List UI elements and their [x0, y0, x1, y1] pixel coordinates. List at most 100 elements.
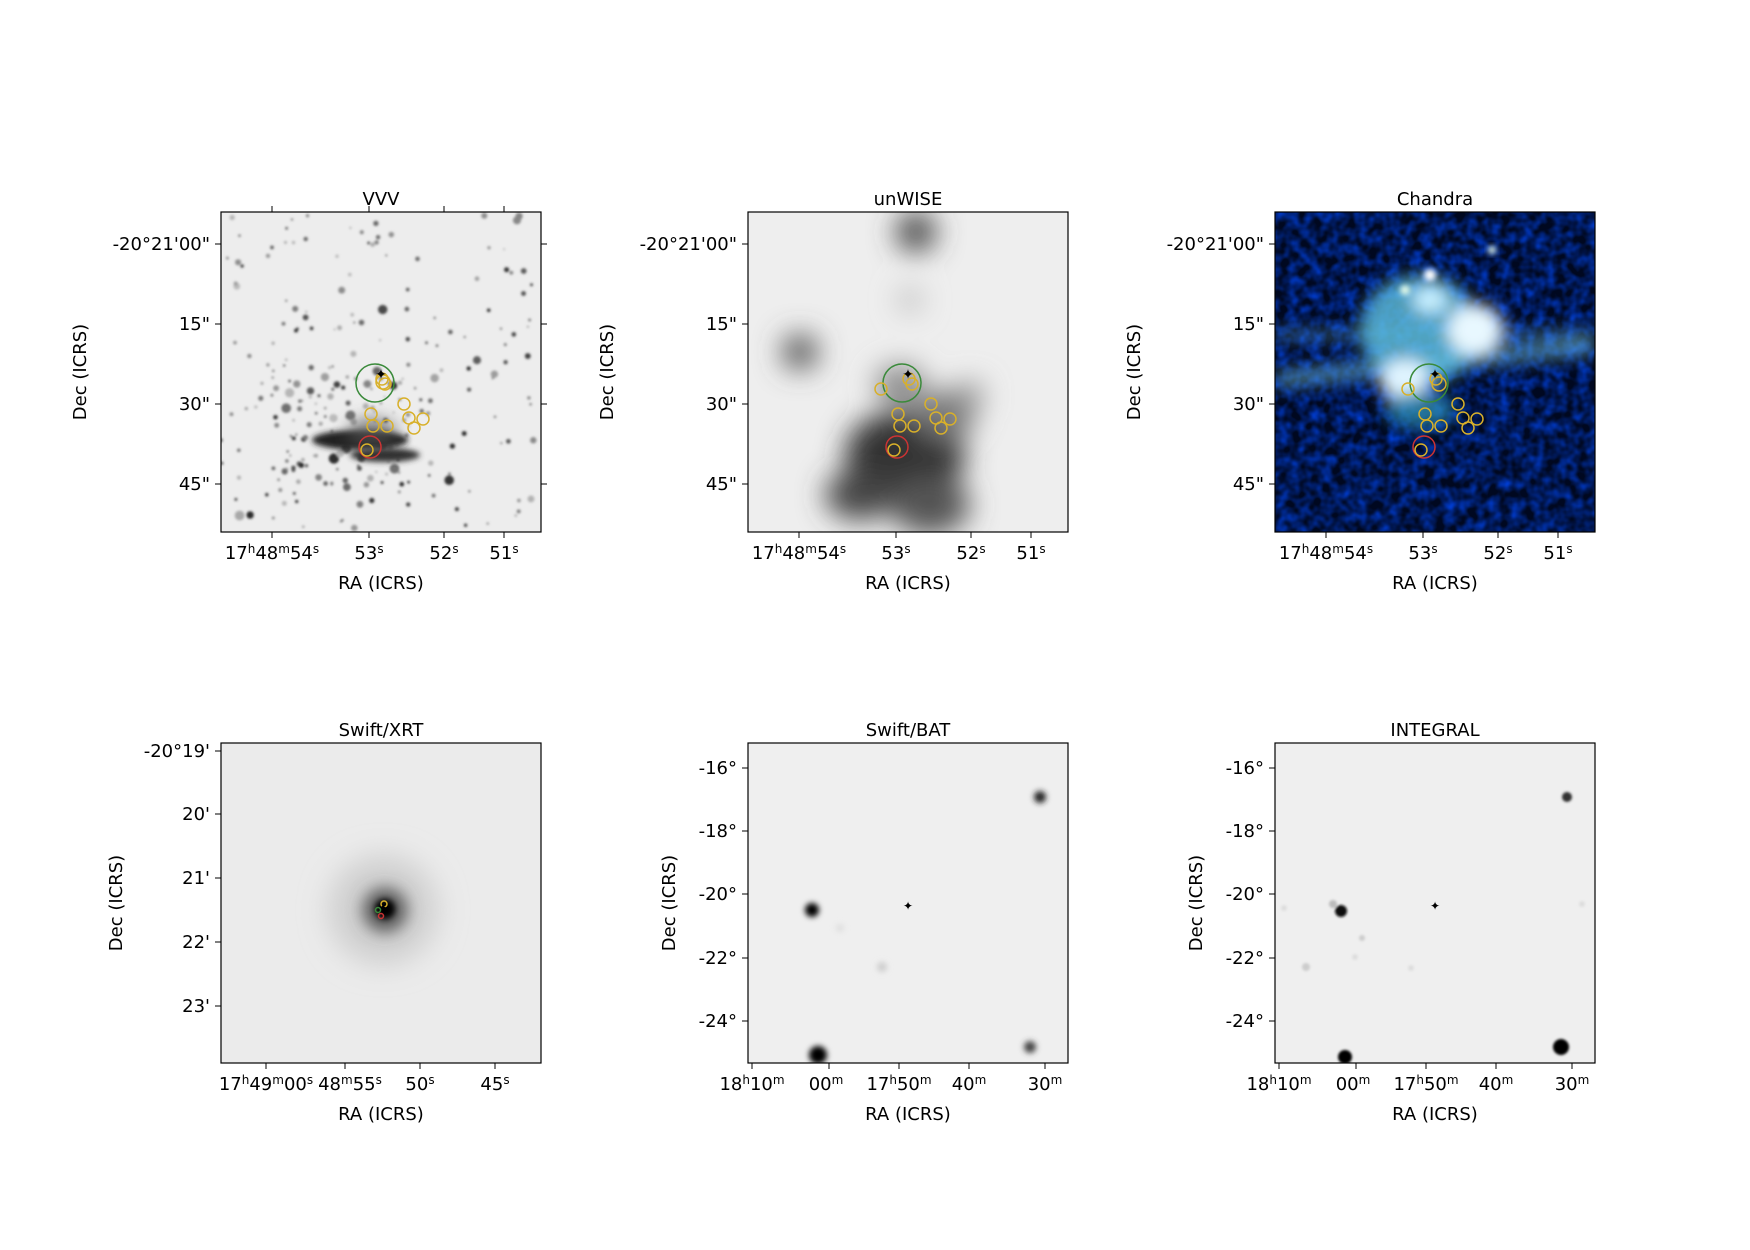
star — [406, 362, 411, 367]
y-tick-label: -24° — [1226, 1011, 1264, 1032]
star — [281, 468, 288, 475]
svg-text:50s: 50s — [405, 1073, 434, 1095]
panel-integral: INTEGRAL ✦ — [1186, 720, 1596, 1125]
panel-title: VVV — [363, 189, 401, 210]
star — [467, 387, 472, 392]
star — [468, 489, 471, 493]
y-tick-label: 20' — [182, 804, 210, 825]
star — [341, 385, 346, 390]
star — [359, 230, 364, 235]
svg-text:52s: 52s — [956, 542, 985, 564]
star — [486, 308, 491, 313]
star — [343, 483, 351, 491]
star — [439, 368, 444, 372]
y-axis-label: Dec (ICRS) — [70, 324, 91, 420]
x-axis: 17h48m54s 53s 52s 51s — [752, 532, 1046, 564]
y-tick-label: 21' — [182, 868, 210, 889]
star — [486, 522, 489, 525]
panel-title: Chandra — [1397, 189, 1473, 210]
yellow-catalog-circles — [874, 372, 957, 457]
star — [517, 498, 521, 503]
star — [298, 462, 304, 468]
star — [324, 406, 327, 410]
x-axis-label: RA (ICRS) — [338, 573, 424, 594]
source-markers: ✦ — [355, 363, 430, 459]
y-tick-label: 30" — [1233, 394, 1264, 415]
star — [428, 460, 434, 466]
star — [370, 387, 373, 391]
y-tick-label: 22' — [182, 932, 210, 953]
y-tick-label: -20°19' — [144, 741, 210, 762]
y-tick-label: -22° — [1226, 948, 1264, 969]
orange-star-marker: ✦ — [1429, 367, 1441, 383]
star — [297, 406, 303, 412]
star — [323, 481, 328, 486]
star — [314, 402, 318, 406]
star — [503, 343, 507, 347]
x-axis-label: RA (ICRS) — [1392, 573, 1478, 594]
star — [385, 254, 388, 257]
star — [238, 234, 241, 237]
star — [281, 403, 292, 414]
star — [345, 375, 349, 379]
star — [303, 236, 308, 242]
x-axis: 17h49m00s 48m55s 50s 45s — [219, 1063, 510, 1095]
svg-text:52s: 52s — [1483, 542, 1512, 564]
svg-text:51s: 51s — [1016, 542, 1045, 564]
star — [516, 509, 521, 514]
y-tick-label: -20° — [699, 884, 737, 905]
star — [265, 493, 269, 497]
star — [342, 477, 348, 484]
star — [331, 387, 335, 391]
star — [428, 398, 433, 404]
star — [335, 254, 339, 258]
star — [530, 437, 537, 444]
star — [234, 510, 245, 521]
star — [324, 415, 327, 418]
y-tick-label: 45" — [179, 474, 210, 495]
star — [258, 395, 264, 401]
star — [526, 325, 529, 328]
panel-chandra: Chandra — [1124, 189, 1596, 594]
x-axis: 18h10m 00m 17h50m 40m 30m — [719, 1063, 1062, 1095]
source-markers: ✦ — [374, 900, 388, 920]
star — [254, 405, 258, 409]
star — [454, 507, 459, 512]
svg-text:53s: 53s — [1408, 542, 1437, 564]
star — [373, 410, 376, 413]
star — [375, 235, 381, 240]
star — [247, 353, 252, 359]
star — [283, 364, 286, 367]
svg-text:48m55s: 48m55s — [318, 1073, 382, 1095]
star — [419, 398, 423, 402]
star — [337, 325, 343, 331]
star — [425, 341, 428, 345]
yellow-catalog-circles — [360, 372, 430, 457]
star — [369, 497, 375, 504]
star — [375, 470, 378, 474]
star — [490, 370, 499, 378]
star — [284, 358, 288, 362]
dark-lane — [350, 448, 420, 462]
star — [407, 480, 410, 484]
y-tick-label: -18° — [699, 821, 737, 842]
svg-text:40m: 40m — [952, 1073, 987, 1095]
star — [528, 318, 532, 322]
star — [504, 267, 510, 273]
source-markers: ✦ — [1401, 363, 1484, 459]
y-tick-label: 30" — [706, 394, 737, 415]
unwise-image — [748, 212, 1068, 532]
y-tick-label: -20°21'00" — [640, 234, 737, 255]
star — [328, 366, 332, 370]
star — [285, 459, 289, 463]
star — [444, 475, 454, 485]
star — [329, 413, 338, 423]
star — [356, 500, 364, 508]
star — [271, 376, 274, 379]
star — [448, 472, 451, 476]
star — [271, 516, 275, 520]
star — [405, 337, 410, 342]
star — [272, 369, 275, 373]
star — [362, 403, 369, 410]
y-axis: -20°21'00" 15" 30" 45" — [1167, 234, 1275, 495]
